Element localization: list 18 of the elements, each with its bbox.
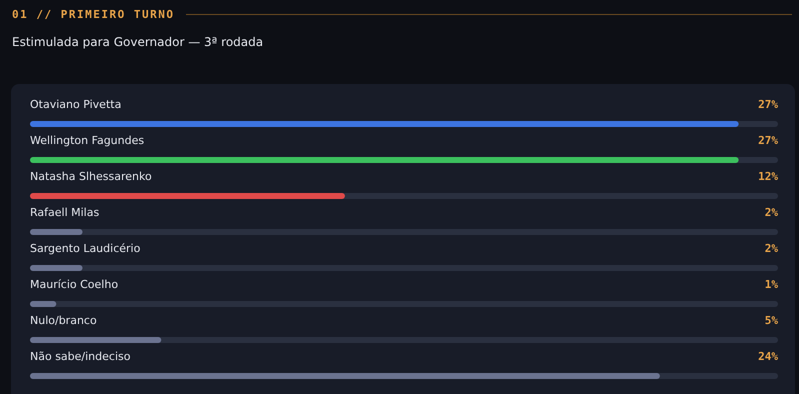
data-label: 27%: [758, 134, 778, 147]
y-tick-label: Sargento Laudicério: [30, 242, 141, 255]
data-label: 2%: [764, 206, 778, 219]
chart-title: 01 // PRIMEIRO TURNO: [12, 8, 174, 21]
y-tick-label: Natasha Slhessarenko: [30, 170, 152, 183]
data-label: 27%: [758, 98, 778, 111]
data-label: 12%: [758, 170, 778, 183]
data-label: 2%: [764, 242, 778, 255]
chart-subtitle: Estimulada para Governador — 3ª rodada: [12, 35, 264, 49]
data-label: 5%: [764, 314, 778, 327]
data-label: 1%: [764, 278, 778, 291]
y-tick-label: Maurício Coelho: [30, 278, 118, 291]
y-tick-label: Não sabe/indeciso: [30, 350, 131, 363]
data-label: 24%: [758, 350, 778, 363]
y-tick-label: Otaviano Pivetta: [30, 98, 122, 111]
y-tick-label: Wellington Fagundes: [30, 134, 144, 147]
y-tick-label: Nulo/branco: [30, 314, 97, 327]
y-tick-label: Rafaell Milas: [30, 206, 100, 219]
